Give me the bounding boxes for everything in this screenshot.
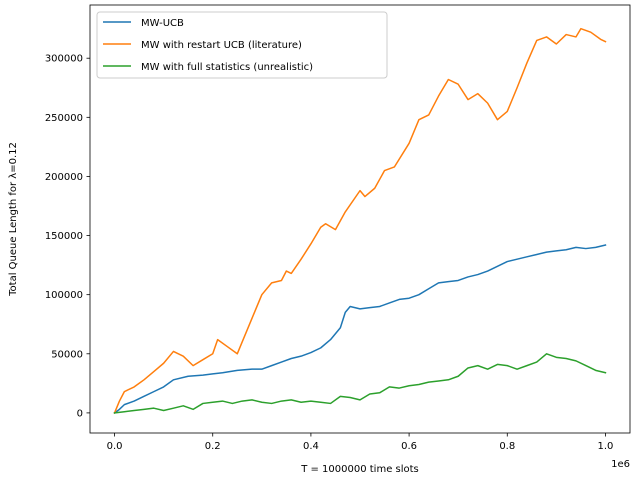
x-tick-label: 0.8 bbox=[499, 441, 515, 452]
x-axis-offset-label: 1e6 bbox=[611, 459, 630, 470]
y-tick-label: 300000 bbox=[45, 54, 83, 65]
y-tick-label: 50000 bbox=[51, 349, 83, 360]
legend: MW-UCB MW with restart UCB (literature) MW… bbox=[96, 11, 388, 79]
x-tick-label: 0.4 bbox=[303, 441, 319, 452]
y-tick-label: 0 bbox=[77, 408, 83, 419]
legend-label: MW with restart UCB (literature) bbox=[141, 40, 302, 51]
y-axis-label: Total Queue Length for λ=0.12 bbox=[8, 142, 19, 297]
x-tick-label: 1.0 bbox=[598, 441, 614, 452]
axes-frame bbox=[89, 4, 631, 434]
series-layer bbox=[113, 27, 607, 414]
y-tick-label: 100000 bbox=[45, 290, 83, 301]
series-line-1 bbox=[113, 244, 607, 414]
legend-label: MW with full statistics (unrealistic) bbox=[141, 62, 313, 73]
y-tick-label: 250000 bbox=[45, 113, 83, 124]
x-tick-label: 0.6 bbox=[401, 441, 417, 452]
x-tick-label: 0.0 bbox=[107, 441, 123, 452]
y-tick-label: 200000 bbox=[45, 172, 83, 183]
x-axis: 0.0 0.2 0.4 0.6 0.8 1.0 bbox=[107, 433, 614, 452]
y-tick-label: 150000 bbox=[45, 231, 83, 242]
series-line-3 bbox=[113, 353, 607, 414]
series-line-2 bbox=[113, 27, 607, 414]
plot-area bbox=[113, 27, 607, 414]
y-axis: 0 50000 100000 150000 200000 250000 300000 bbox=[45, 54, 90, 419]
x-axis-label: T = 1000000 time slots bbox=[300, 464, 419, 475]
legend-box bbox=[96, 11, 388, 79]
legend-label: MW-UCB bbox=[141, 18, 184, 29]
x-tick-label: 0.2 bbox=[205, 441, 221, 452]
